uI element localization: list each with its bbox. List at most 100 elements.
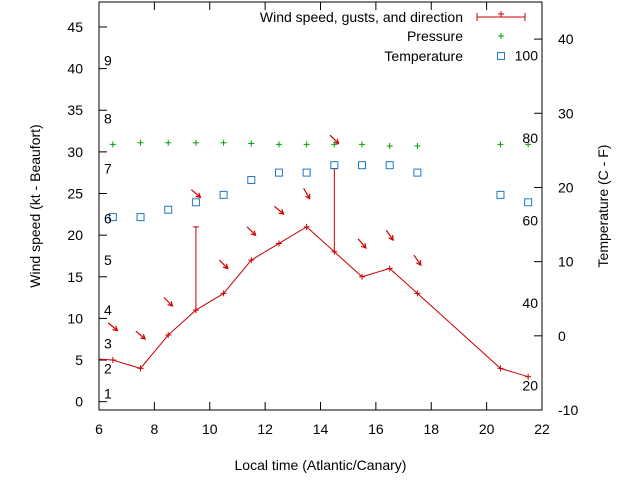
y-tick-left-label: 35 [67,102,83,118]
x-tick-label: 18 [423,421,439,437]
x-tick-label: 20 [479,421,495,437]
wind-direction-arrow [329,134,340,145]
temperature-point [302,168,311,177]
fahrenheit-label: 20 [522,377,538,393]
temperature-point [219,190,228,199]
x-tick-label: 6 [95,421,103,437]
pressure-point [137,139,144,146]
x-tick-label: 8 [150,421,158,437]
wind-direction-arrow [413,254,422,267]
temperature-point [108,213,117,222]
x-tick-label: 12 [257,421,273,437]
legend: Wind speed, gusts, and direction Pressure… [260,9,526,64]
pressure-point [497,141,504,148]
pressure-point [331,141,338,148]
y-tick-left-label: 45 [67,19,83,35]
temperature-point [274,168,283,177]
y-tick-left-label: 10 [67,310,83,326]
temperature-point [247,176,256,185]
pressure-point [303,141,310,148]
wind-direction-arrow [107,322,119,332]
legend-swatch-wind [476,11,526,21]
y-tick-right-label: 10 [558,254,574,270]
x-axis-title: Local time (Atlantic/Canary) [235,457,407,473]
fahrenheit-label: 100 [515,48,539,64]
y-tick-left-label: 0 [75,394,83,410]
temperature-point [524,198,533,207]
x-tick-label: 16 [368,421,384,437]
temperature-point [385,161,394,170]
x-tick-label: 10 [202,421,218,437]
wind-direction-arrow [246,226,257,237]
wind-point [220,290,227,297]
wind-point [414,290,421,297]
gust-bar [192,226,199,311]
wind-point [165,332,172,339]
temperature-point [496,190,505,199]
fahrenheit-label: 80 [522,130,538,146]
pressure-point [275,141,282,148]
pressure-point [165,139,172,146]
pressure-point [414,143,421,150]
wind-direction-arrow [303,188,311,200]
y-tick-left-label: 40 [67,61,83,77]
legend-label-pressure: Pressure [407,28,463,44]
pressure-point [109,141,116,148]
wind-point [275,240,282,247]
beaufort-label: 8 [104,111,112,127]
y-tick-right-label: 0 [558,328,566,344]
y-tick-left-label: 25 [67,186,83,202]
pressure-point [248,140,255,147]
beaufort-label: 5 [104,252,112,268]
pressure-point [192,139,199,146]
legend-label-wind: Wind speed, gusts, and direction [260,9,463,25]
wind-point [248,257,255,264]
temperature-point [164,205,173,214]
beaufort-label: 7 [104,161,112,177]
fahrenheit-label: 40 [522,295,538,311]
beaufort-label: 3 [104,335,112,351]
legend-swatch-temperature [497,52,505,60]
y-tick-left-label: 30 [67,144,83,160]
wind-point [386,265,393,272]
wind-direction-arrow [385,229,394,242]
wind-direction-arrow [190,189,202,199]
wind-direction-arrow [163,297,174,307]
y-tick-left-label: 15 [67,269,83,285]
y-axis-title-left: Wind speed (kt - Beaufort) [27,124,43,287]
x-tick-label: 22 [534,421,550,437]
y-tick-left-label: 5 [75,352,83,368]
temperature-point [191,198,200,207]
wind-direction-arrow [273,205,285,215]
wind-direction-arrow [357,238,367,250]
y-tick-left-label: 20 [67,227,83,243]
wind-point [525,373,532,380]
wind-point [137,365,144,372]
beaufort-label: 2 [104,360,112,376]
chart-labels: 6 8 10 12 14 16 18 20 22051015202530354045-10010… [27,19,611,473]
legend-label-temperature: Temperature [384,48,463,64]
beaufort-label: 9 [104,52,112,68]
beaufort-label: 1 [104,385,112,401]
y-tick-right-label: 30 [558,105,574,121]
pressure-point [220,139,227,146]
fahrenheit-label: 60 [522,212,538,228]
temperature-point [136,213,145,222]
y-axis-title-right: Temperature (C - F) [595,145,611,268]
wind-point [109,357,116,364]
wind-point [497,365,504,372]
pressure-point [525,141,532,148]
wind-direction-arrow [135,330,147,340]
temperature-point [358,161,367,170]
beaufort-label: 6 [104,210,112,226]
y-tick-right-label: 20 [558,179,574,195]
wind-point [303,223,310,230]
y-tick-right-label: 40 [558,31,574,47]
pressure-point [359,141,366,148]
wind-direction-arrow [218,259,229,270]
beaufort-label: 4 [104,302,112,318]
temperature-point [413,168,422,177]
wind-point [359,273,366,280]
